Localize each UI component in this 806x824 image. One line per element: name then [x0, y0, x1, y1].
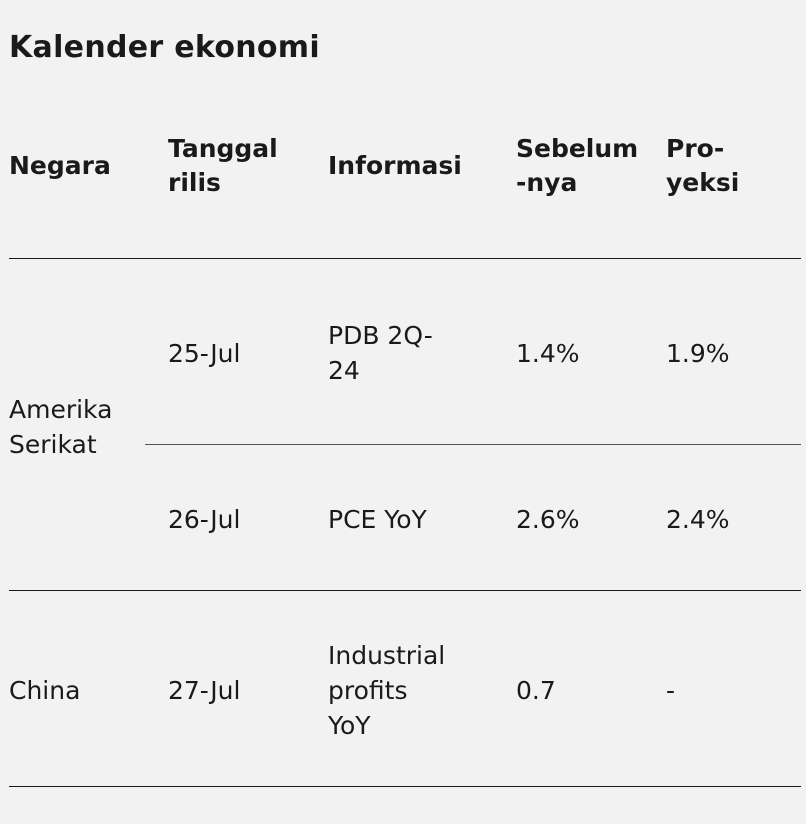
table-bottom-border	[9, 786, 801, 787]
projection-cell: -	[666, 676, 676, 705]
row-divider	[9, 590, 801, 591]
info-cell: PDB 2Q- 24	[328, 321, 433, 385]
country-cell: Amerika Serikat	[9, 395, 113, 459]
header-previous: Sebelum -nya	[516, 134, 639, 197]
previous-cell: 0.7	[516, 676, 556, 705]
header-info: Informasi	[328, 151, 462, 180]
country-cell: China	[9, 676, 81, 705]
date-cell: 26-Jul	[168, 505, 241, 534]
header-divider	[9, 258, 801, 259]
previous-cell: 1.4%	[516, 339, 580, 368]
header-projection: Pro- yeksi	[666, 134, 740, 197]
sub-row-divider	[145, 444, 801, 445]
projection-cell: 2.4%	[666, 505, 730, 534]
previous-cell: 2.6%	[516, 505, 580, 534]
info-cell: PCE YoY	[328, 505, 427, 534]
page-title: Kalender ekonomi	[9, 30, 320, 65]
info-cell: Industrial profits YoY	[328, 641, 446, 740]
date-cell: 27-Jul	[168, 676, 241, 705]
projection-cell: 1.9%	[666, 339, 730, 368]
header-country: Negara	[9, 151, 111, 180]
header-release-date: Tanggal rilis	[168, 134, 278, 197]
date-cell: 25-Jul	[168, 339, 241, 368]
